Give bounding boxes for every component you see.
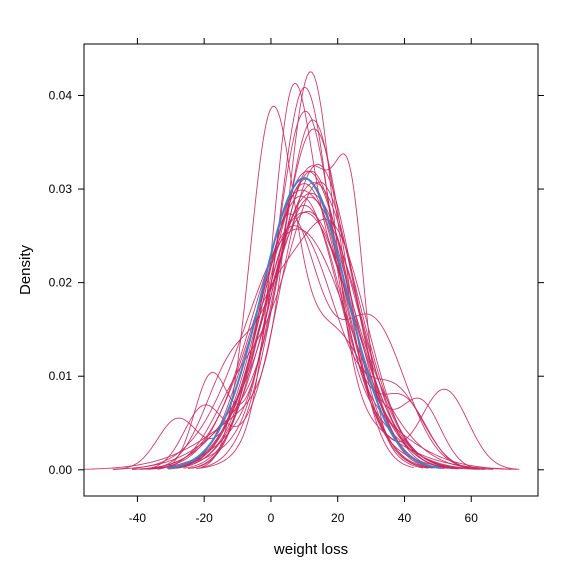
x-tick-label: 0 xyxy=(268,511,275,525)
replicate-density-curve xyxy=(191,213,478,470)
replicate-density-curve xyxy=(176,204,520,470)
y-tick-label: 0.03 xyxy=(49,182,73,196)
y-tick-label: 0.04 xyxy=(49,88,73,102)
x-axis-title: weight loss xyxy=(273,541,348,558)
replicate-density-curve xyxy=(145,196,429,470)
replicate-density-curve xyxy=(140,163,436,470)
x-tick-label: -20 xyxy=(196,511,214,525)
x-tick-label: 40 xyxy=(398,511,412,525)
y-axis-title: Density xyxy=(17,244,34,295)
x-tick-label: 20 xyxy=(331,511,345,525)
replicate-density-curve xyxy=(172,195,480,470)
y-tick-label: 0.02 xyxy=(49,276,73,290)
replicate-density-curve xyxy=(132,128,414,470)
original-density-curve xyxy=(167,177,442,470)
axis-ticks: -40 -20 0 20 40 60 0.00 0.01 0.02 0.03 0.04 xyxy=(49,38,544,525)
replicate-density-curve xyxy=(183,178,494,470)
x-tick-label: 60 xyxy=(465,511,479,525)
y-tick-label: 0.00 xyxy=(49,463,73,477)
plot-frame xyxy=(83,43,539,497)
replicate-density-curve xyxy=(157,170,429,470)
replicate-density-curve xyxy=(174,170,442,469)
replicate-density-curve xyxy=(155,225,484,470)
density-curves xyxy=(83,71,520,470)
x-tick-label: -40 xyxy=(129,511,147,525)
y-tick-label: 0.01 xyxy=(49,369,73,383)
